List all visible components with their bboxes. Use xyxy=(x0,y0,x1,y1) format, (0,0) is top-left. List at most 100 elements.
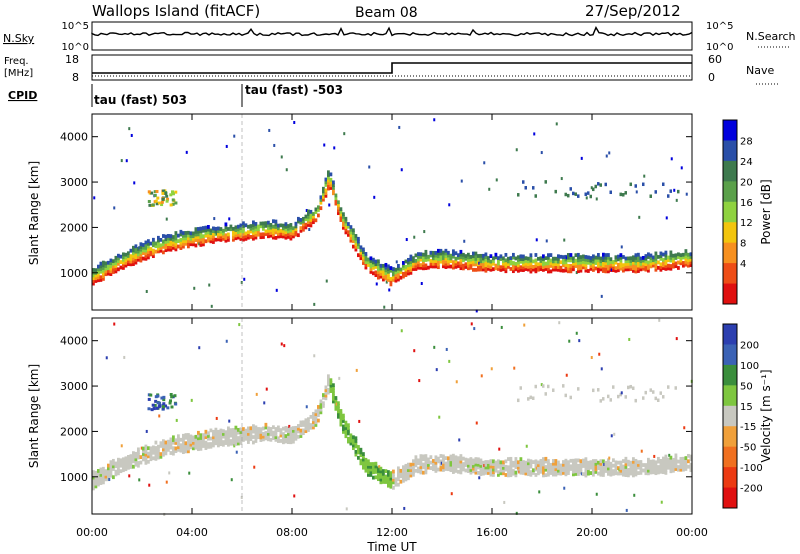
heatmap-cell xyxy=(392,272,395,277)
heatmap-cell xyxy=(92,273,95,278)
colorbar-segment xyxy=(723,426,737,448)
heatmap-cell xyxy=(659,467,663,471)
heatmap-cell xyxy=(152,450,155,455)
heatmap-cell xyxy=(574,461,578,465)
heatmap-cell xyxy=(612,262,615,267)
heatmap-cell xyxy=(112,461,115,466)
heatmap-cell xyxy=(239,223,243,228)
heatmap-cell xyxy=(377,267,380,272)
heatmap-cell xyxy=(407,268,410,273)
heatmap-cell xyxy=(164,242,168,247)
heatmap-cell xyxy=(664,465,668,470)
heatmap-cell xyxy=(444,262,448,267)
heatmap-cell xyxy=(323,143,326,147)
heatmap-cell xyxy=(254,224,258,229)
heatmap-cell xyxy=(652,464,655,469)
heatmap-cell xyxy=(202,435,205,440)
heatmap-cell xyxy=(544,459,548,464)
heatmap-cell xyxy=(162,450,165,454)
heatmap-cell xyxy=(144,254,148,258)
heatmap-cell xyxy=(369,473,373,477)
heatmap-cell xyxy=(327,379,330,384)
heatmap-cell xyxy=(268,128,271,132)
heatmap-cell xyxy=(347,439,350,444)
heatmap-cell xyxy=(127,463,130,467)
heatmap-cell xyxy=(169,440,173,445)
heatmap-cell xyxy=(177,445,180,450)
heatmap-cell xyxy=(202,433,205,438)
heatmap-cell xyxy=(609,260,613,264)
heatmap-cell xyxy=(162,189,166,193)
heatmap-cell xyxy=(387,478,390,483)
heatmap-cell xyxy=(477,465,480,470)
heatmap-cell xyxy=(338,376,341,380)
heatmap-cell xyxy=(105,356,108,360)
heatmap-cell xyxy=(564,469,568,474)
heatmap-cell xyxy=(297,434,300,439)
heatmap-cell xyxy=(229,441,233,446)
heatmap-cell xyxy=(269,225,273,230)
heatmap-cell xyxy=(104,471,108,476)
heatmap-cell xyxy=(467,266,470,271)
heatmap-cell xyxy=(224,438,228,443)
heatmap-cell xyxy=(107,266,110,271)
heatmap-cell xyxy=(369,267,373,272)
heatmap-cell xyxy=(222,234,225,239)
heatmap-cell xyxy=(182,244,185,249)
heatmap-cell xyxy=(589,256,593,260)
heatmap-cell xyxy=(400,329,403,333)
heatmap-cell xyxy=(372,470,375,475)
heatmap-cell xyxy=(204,231,208,235)
heatmap-cell xyxy=(122,465,125,470)
heatmap-cell xyxy=(572,469,575,474)
heatmap-cell xyxy=(529,253,533,258)
heatmap-cell xyxy=(512,460,515,465)
heatmap-cell xyxy=(112,475,115,480)
heatmap-cell xyxy=(164,448,168,453)
heatmap-cell xyxy=(613,432,616,436)
heatmap-cell xyxy=(345,507,348,511)
heatmap-cell xyxy=(367,263,370,267)
heatmap-cell xyxy=(434,466,438,471)
heatmap-cell xyxy=(302,227,305,232)
heatmap-cell xyxy=(404,466,408,471)
heatmap-cell xyxy=(337,211,340,216)
colorbar-segment xyxy=(723,324,737,345)
heatmap-cell xyxy=(327,181,330,186)
heatmap-cell xyxy=(534,258,538,263)
heatmap-cell xyxy=(637,258,640,263)
heatmap-cell xyxy=(407,271,410,276)
heatmap-cell xyxy=(439,459,443,464)
heatmap-cell xyxy=(669,461,673,465)
heatmap-cell xyxy=(187,239,190,243)
heatmap-cell xyxy=(99,478,103,483)
heatmap-cell xyxy=(142,248,145,253)
heatmap-cell xyxy=(264,433,268,438)
heatmap-cell xyxy=(454,460,458,465)
heatmap-cell xyxy=(522,262,525,267)
heatmap-cell xyxy=(632,268,635,273)
heatmap-cell xyxy=(199,441,203,446)
heatmap-cell xyxy=(524,460,528,465)
heatmap-cell xyxy=(522,254,525,259)
heatmap-cell xyxy=(344,420,348,425)
heatmap-cell xyxy=(122,468,125,473)
heatmap-cell xyxy=(607,471,610,476)
heatmap-cell xyxy=(198,242,201,246)
heatmap-cell xyxy=(149,241,153,246)
heatmap-cell xyxy=(609,472,613,477)
heatmap-cell xyxy=(492,462,495,466)
heatmap-cell xyxy=(184,449,188,454)
heatmap-cell xyxy=(327,170,330,175)
heatmap-cell xyxy=(667,463,670,467)
heatmap-cell xyxy=(282,234,285,239)
heatmap-cell xyxy=(154,448,158,453)
heatmap-cell xyxy=(569,266,573,271)
heatmap-cell xyxy=(437,248,440,253)
heatmap-cell xyxy=(674,453,678,458)
heatmap-cell xyxy=(547,264,550,268)
heatmap-cell xyxy=(267,226,270,231)
heatmap-cell xyxy=(462,258,465,263)
heatmap-cell xyxy=(332,399,335,404)
heatmap-cell xyxy=(347,428,350,433)
